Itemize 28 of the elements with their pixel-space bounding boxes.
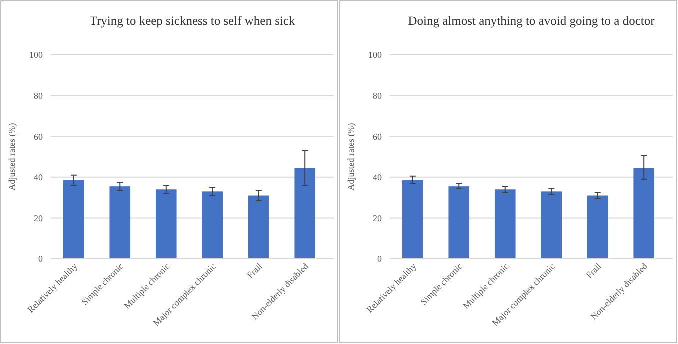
bar	[294, 168, 316, 259]
y-tick-label: 80	[373, 90, 382, 101]
bar	[402, 180, 424, 259]
bar	[202, 192, 224, 259]
y-tick-label: 0	[378, 254, 382, 264]
bar	[156, 190, 177, 259]
y-tick-label: 20	[373, 213, 382, 224]
chart-title: Doing almost anything to avoid going to a doctor	[408, 14, 656, 28]
y-tick-label: 40	[34, 172, 44, 183]
y-axis-title: Adjusted rates (%)	[346, 123, 356, 191]
bar	[63, 180, 84, 259]
bar	[110, 186, 131, 259]
bar	[587, 196, 608, 259]
bar	[248, 196, 270, 259]
bar	[494, 190, 516, 259]
y-tick-label: 100	[368, 50, 382, 60]
y-tick-label: 60	[373, 132, 382, 142]
y-tick-label: 80	[34, 90, 44, 101]
y-tick-label: 60	[34, 132, 44, 142]
bar	[634, 168, 655, 259]
y-tick-label: 20	[34, 213, 44, 224]
chart-title: Trying to keep sickness to self when sick	[90, 14, 296, 28]
y-axis-title: Adjusted rates (%)	[7, 123, 17, 191]
y-tick-label: 0	[38, 254, 44, 264]
bar	[448, 186, 470, 259]
y-tick-label: 40	[373, 172, 382, 183]
bar	[541, 192, 562, 259]
y-tick-label: 100	[30, 50, 44, 60]
